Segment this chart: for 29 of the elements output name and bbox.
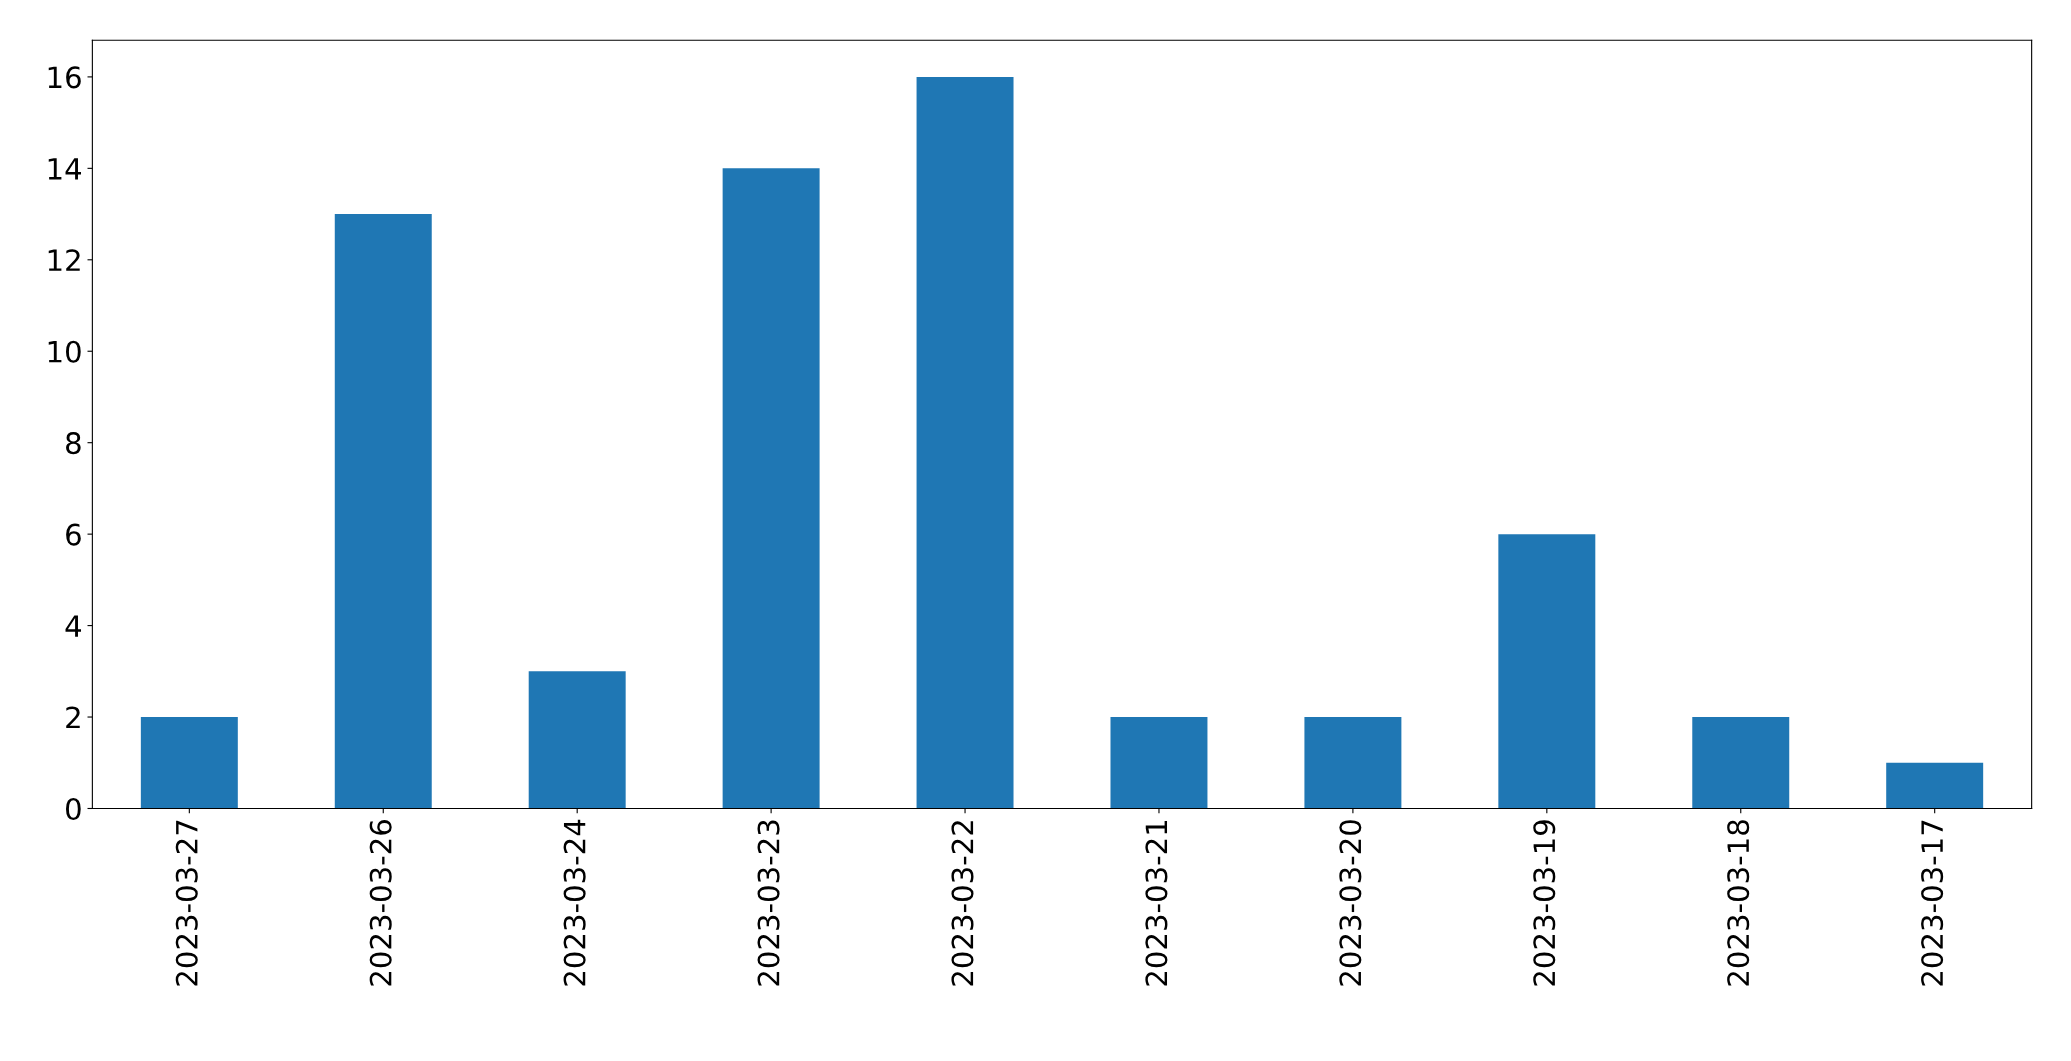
- bar: [1304, 717, 1402, 809]
- bar: [1110, 717, 1208, 809]
- bar: [1886, 762, 1984, 809]
- x-tick-label: 2023-03-17: [1921, 820, 1944, 986]
- y-tick-label: 10: [48, 340, 81, 363]
- bar: [528, 671, 626, 809]
- y-tick-label: 2: [66, 706, 80, 729]
- y-tick-label: 6: [66, 523, 81, 546]
- x-tick-label: 2023-03-24: [563, 819, 586, 986]
- x-tick-label: 2023-03-18: [1727, 820, 1750, 986]
- x-tick-label: 2023-03-22: [951, 821, 974, 986]
- y-tick-label: 0: [66, 797, 81, 820]
- x-tick-label: 2023-03-26: [369, 820, 392, 986]
- bar: [334, 214, 432, 809]
- x-tick-label: 2023-03-20: [1339, 820, 1362, 986]
- x-tick-label: 2023-03-27: [175, 820, 198, 986]
- y-tick-label: 8: [66, 432, 81, 455]
- x-tick-label: 2023-03-23: [757, 820, 780, 986]
- y-tick-label: 4: [65, 615, 82, 637]
- x-tick-label: 2023-03-19: [1533, 820, 1556, 986]
- bar: [140, 717, 238, 809]
- bar: [722, 168, 820, 809]
- bar: [916, 76, 1014, 809]
- y-tick-label: 16: [48, 66, 81, 89]
- y-tick-label: 12: [48, 249, 80, 271]
- y-tick-label: 14: [48, 158, 82, 180]
- bar: [1498, 534, 1596, 809]
- x-tick-label: 2023-03-21: [1145, 820, 1168, 986]
- bar: [1692, 717, 1790, 809]
